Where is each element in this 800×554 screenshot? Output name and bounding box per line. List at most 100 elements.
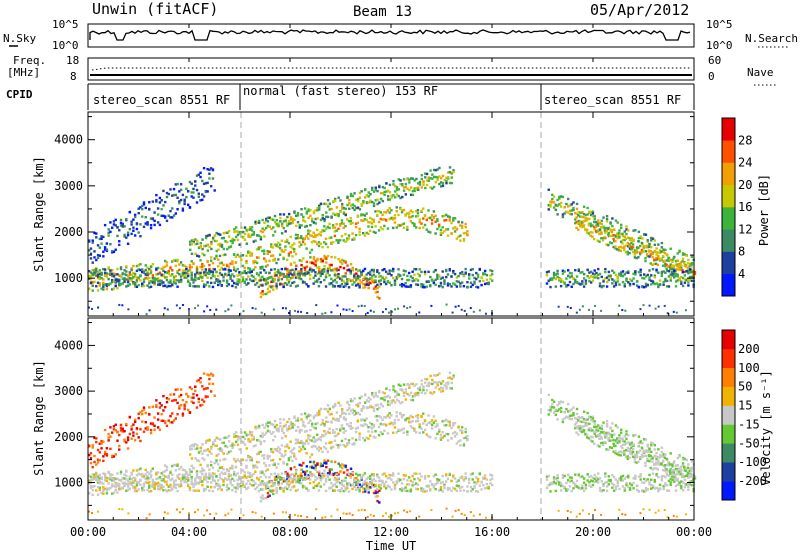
velocity-echo-cell bbox=[384, 423, 388, 427]
velocity-echo-cell bbox=[305, 439, 308, 442]
velocity-echo-cell bbox=[662, 455, 665, 458]
velocity-echo-cell bbox=[372, 435, 375, 438]
power-echo-cell bbox=[167, 284, 170, 288]
power-echo-cell bbox=[259, 236, 263, 239]
power-echo-cell bbox=[353, 237, 356, 240]
power-echo-cell bbox=[621, 280, 625, 284]
power-echo-cell bbox=[196, 254, 199, 257]
power-echo-cell bbox=[211, 267, 215, 271]
power-echo-cell bbox=[552, 201, 556, 204]
velocity-echo-cell bbox=[160, 419, 163, 422]
velocity-echo-cell bbox=[323, 407, 326, 411]
velocity-echo-cell bbox=[125, 441, 128, 444]
velocity-echo-cell bbox=[655, 457, 658, 461]
power-echo-cell bbox=[441, 270, 444, 273]
power-echo-cell bbox=[411, 221, 414, 225]
power-echo-cell bbox=[137, 283, 140, 287]
velocity-echo-cell bbox=[333, 418, 337, 422]
power-echo-cell bbox=[354, 284, 358, 287]
power-echo-cell bbox=[554, 285, 558, 288]
power-echo-cell bbox=[660, 241, 664, 245]
velocity-echo-cell bbox=[407, 418, 411, 421]
power-echo-cell bbox=[446, 282, 450, 285]
velocity-echo-cell bbox=[342, 427, 345, 430]
power-echo-cell bbox=[248, 271, 252, 274]
power-echo-cell bbox=[462, 239, 466, 242]
velocity-echo-cell bbox=[263, 497, 266, 500]
velocity-echo-cell bbox=[110, 454, 114, 458]
velocity-echo-cell bbox=[399, 412, 402, 416]
power-echo-cell bbox=[649, 262, 652, 265]
power-echo-cell bbox=[199, 265, 202, 269]
power-echo-cell bbox=[377, 229, 381, 232]
power-echo-cell bbox=[250, 279, 254, 283]
velocity-echo-cell bbox=[268, 430, 271, 433]
power-echo-cell bbox=[660, 258, 663, 261]
velocity-echo-cell bbox=[399, 388, 402, 391]
velocity-echo-cell bbox=[287, 474, 291, 477]
power-echo-cell bbox=[282, 257, 285, 261]
power-echo-cell bbox=[455, 285, 459, 288]
power-echo-cell bbox=[215, 308, 218, 311]
velocity-echo-cell bbox=[213, 394, 216, 397]
power-echo-cell bbox=[165, 285, 169, 289]
power-echo-cell bbox=[674, 269, 677, 272]
velocity-echo-cell bbox=[186, 483, 190, 486]
power-echo-cell bbox=[341, 205, 344, 208]
power-echo-cell bbox=[201, 198, 204, 201]
velocity-echo-cell bbox=[612, 444, 616, 447]
velocity-echo-cell bbox=[649, 457, 652, 461]
power-echo-cell bbox=[259, 279, 262, 282]
power-echo-cell bbox=[367, 225, 370, 228]
power-echo-cell bbox=[561, 213, 565, 216]
power-echo-cell bbox=[303, 207, 307, 210]
power-echo-cell bbox=[558, 203, 561, 206]
velocity-echo-cell bbox=[107, 477, 110, 480]
power-echo-cell bbox=[377, 275, 381, 278]
power-echo-cell bbox=[270, 280, 273, 283]
velocity-echo-cell bbox=[647, 450, 651, 453]
power-echo-cell bbox=[139, 263, 142, 266]
power-echo-cell bbox=[690, 265, 693, 268]
power-echo-cell bbox=[323, 257, 326, 260]
velocity-echo-cell bbox=[346, 473, 349, 476]
velocity-echo-cell bbox=[261, 435, 264, 439]
velocity-echo-cell bbox=[332, 405, 335, 408]
velocity-echo-cell bbox=[450, 426, 453, 430]
velocity-echo-cell bbox=[624, 449, 628, 452]
velocity-echo-cell bbox=[305, 469, 309, 473]
velocity-echo-cell bbox=[199, 376, 202, 380]
power-echo-cell bbox=[317, 271, 321, 274]
velocity-echo-cell bbox=[603, 434, 607, 437]
power-echo-cell bbox=[363, 234, 367, 237]
velocity-echo-cell bbox=[261, 494, 264, 497]
power-echo-cell bbox=[351, 194, 355, 198]
power-echo-cell bbox=[118, 229, 121, 232]
power-echo-cell bbox=[300, 235, 303, 238]
power-echo-cell bbox=[615, 248, 619, 251]
power-echo-cell bbox=[176, 258, 179, 262]
velocity-echo-cell bbox=[217, 448, 220, 451]
velocity-echo-cell bbox=[96, 481, 100, 484]
cpid-label: CPID bbox=[6, 88, 33, 101]
power-echo-cell bbox=[91, 272, 94, 276]
power-echo-cell bbox=[236, 233, 240, 237]
power-echo-cell bbox=[594, 221, 598, 224]
power-echo-cell bbox=[325, 211, 328, 214]
velocity-echo-cell bbox=[667, 461, 670, 464]
power-echo-cell bbox=[406, 307, 409, 310]
power-echo-cell bbox=[384, 218, 388, 222]
velocity-echo-cell bbox=[608, 433, 612, 436]
velocity-echo-cell bbox=[363, 393, 367, 397]
power-echo-cell bbox=[331, 226, 335, 230]
velocity-echo-cell bbox=[95, 463, 98, 466]
velocity-echo-cell bbox=[174, 388, 178, 391]
power-echo-cell bbox=[133, 283, 137, 286]
velocity-echo-cell bbox=[194, 389, 197, 393]
power-echo-cell bbox=[392, 194, 395, 197]
power-echo-cell bbox=[135, 276, 139, 279]
power-echo-cell bbox=[685, 270, 688, 273]
power-echo-cell bbox=[220, 266, 223, 270]
power-echo-cell bbox=[186, 269, 190, 272]
power-echo-cell bbox=[209, 270, 213, 273]
